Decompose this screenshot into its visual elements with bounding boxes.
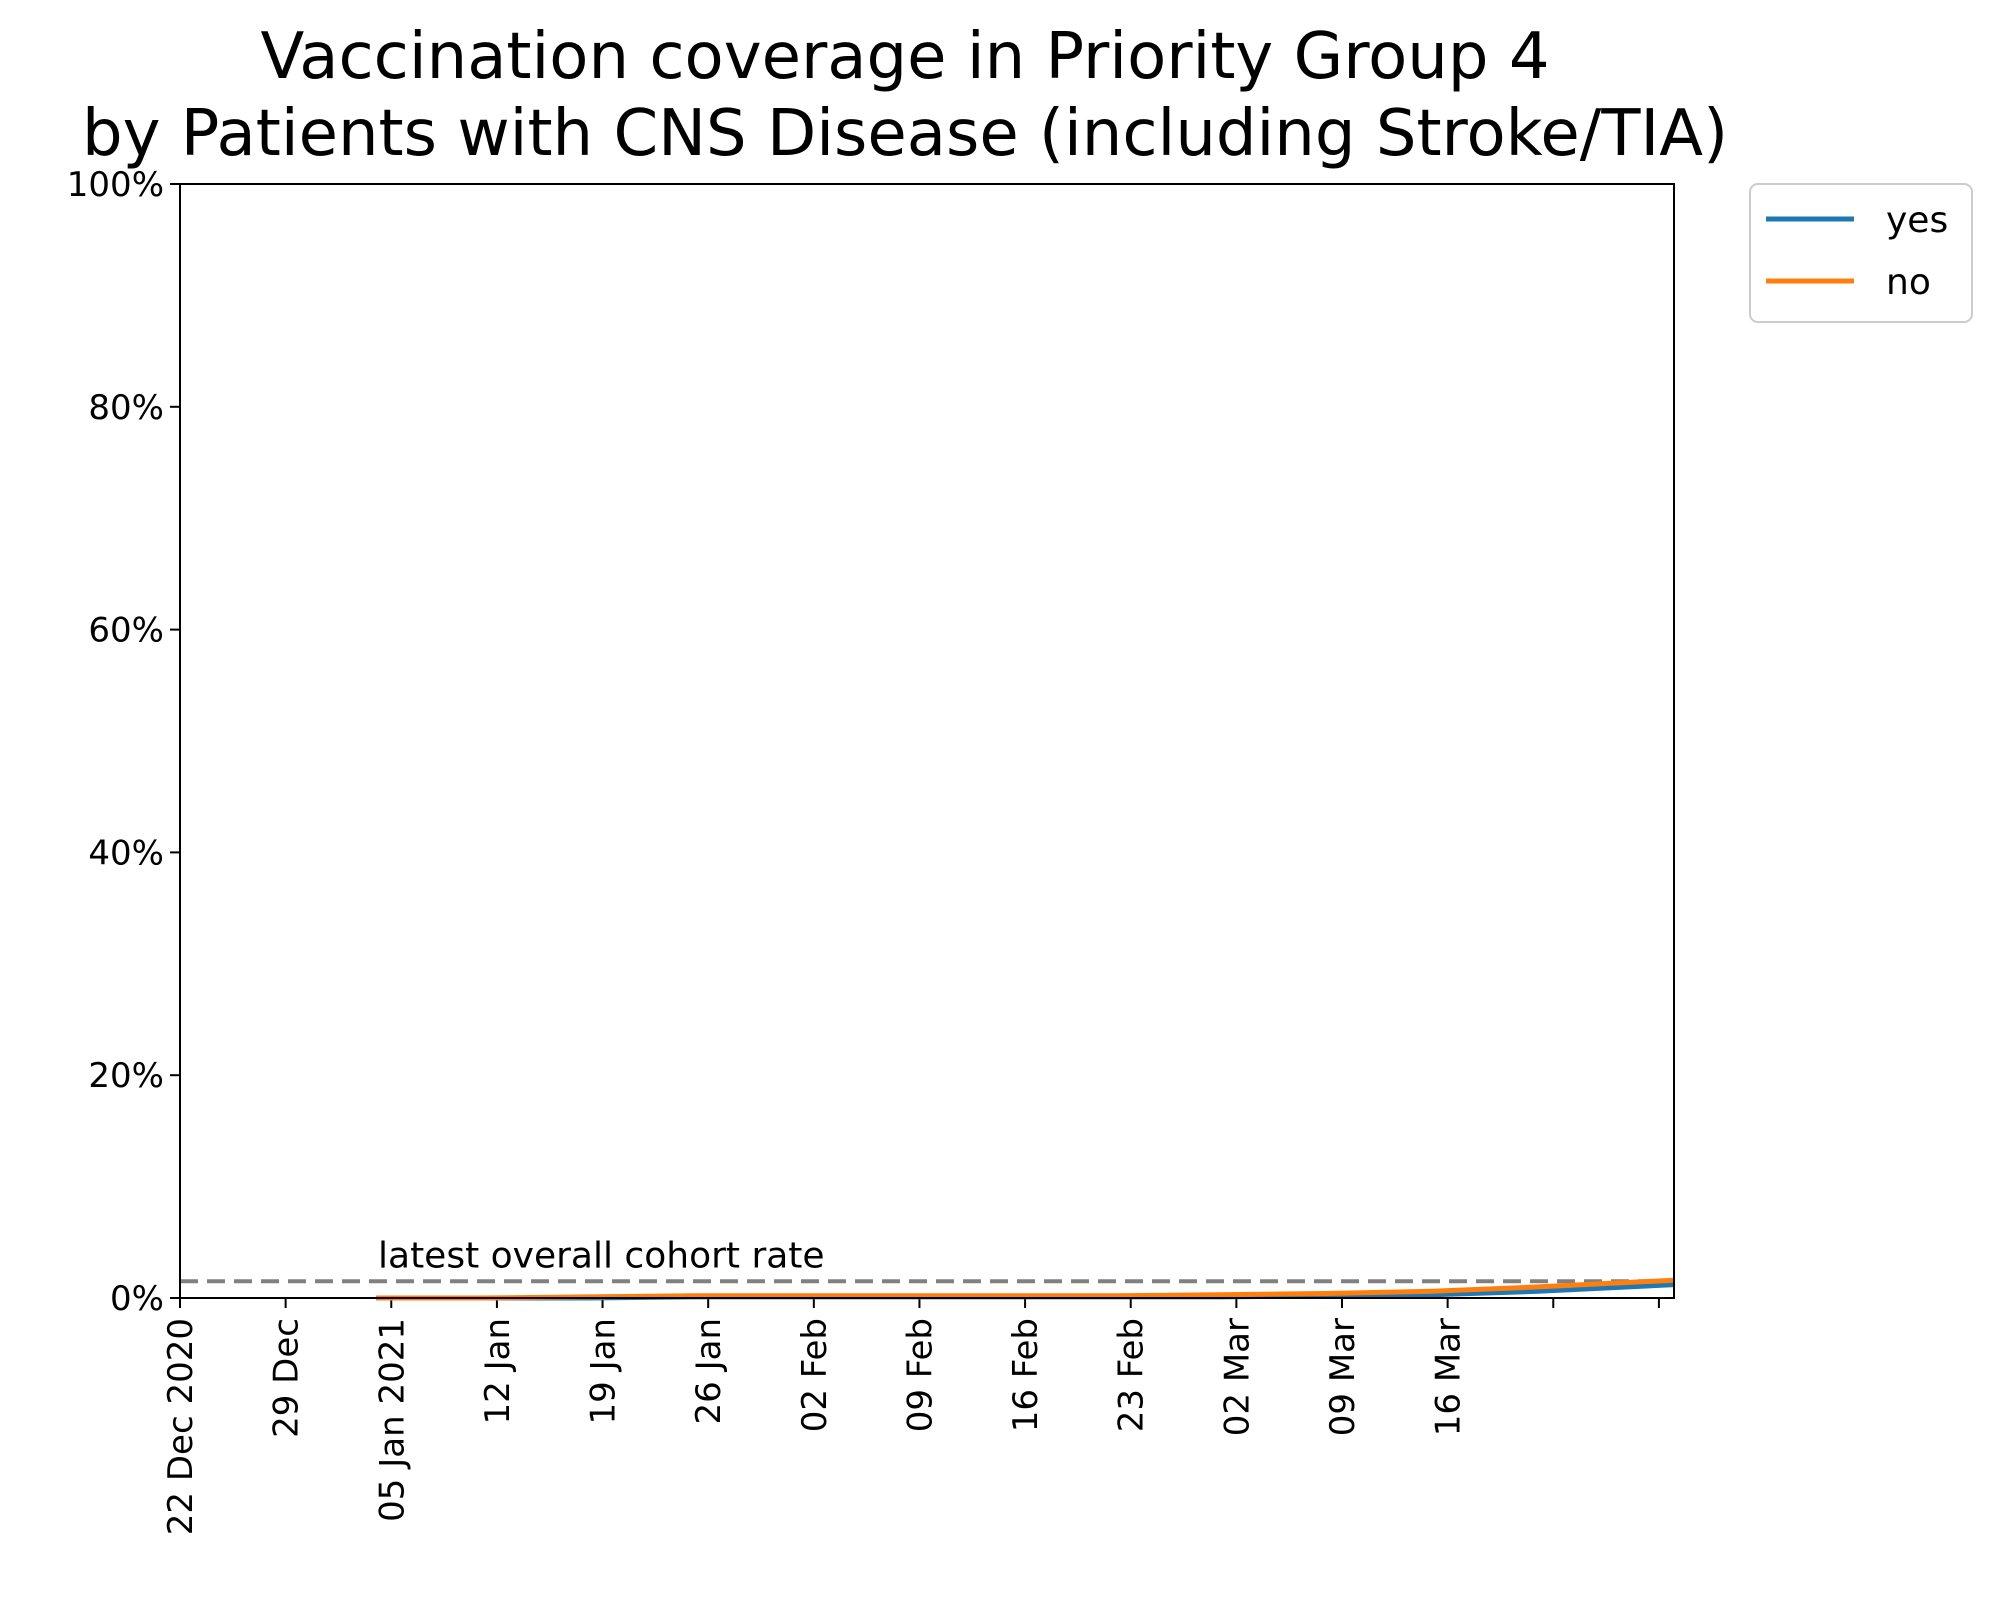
y-tick-label: 40% [88, 833, 164, 873]
x-tick-label: 05 Jan 2021 [372, 1318, 412, 1522]
y-tick-label: 60% [88, 611, 164, 651]
x-tick-label: 29 Dec [267, 1318, 307, 1438]
y-tick-label: 80% [88, 388, 164, 428]
chart-title-line-1: Vaccination coverage in Priority Group 4 [260, 20, 1549, 94]
legend-label-yes: yes [1886, 200, 1948, 241]
x-axis: 22 Dec 2020 29 Dec 05 Jan 2021 12 Jan 19 Jan… [161, 1298, 1660, 1535]
x-tick-label: 23 Feb [1112, 1318, 1152, 1432]
overall-cohort-rate-label: latest overall cohort rate [378, 1235, 825, 1276]
y-tick-label: 100% [67, 165, 164, 205]
plot-frame [179, 183, 1675, 1299]
x-tick-label: 02 Feb [795, 1318, 835, 1432]
x-tick-label: 09 Feb [900, 1318, 940, 1432]
y-tick-label: 20% [88, 1056, 164, 1096]
x-tick-label: 19 Jan [584, 1318, 624, 1424]
x-tick-label: 26 Jan [689, 1318, 729, 1424]
x-tick-label: 16 Mar [1429, 1318, 1469, 1436]
chart-title-line-2: by Patients with CNS Disease (including … [82, 97, 1728, 171]
legend: yes no [1749, 183, 1973, 323]
series-line-no [376, 1277, 1675, 1301]
y-axis: 0% 20% 40% 60% 80% 100% [67, 165, 180, 1319]
x-tick-label: 09 Mar [1323, 1318, 1363, 1436]
x-tick-label: 12 Jan [478, 1318, 518, 1424]
x-tick-label: 02 Mar [1217, 1318, 1257, 1436]
legend-label-no: no [1886, 262, 1931, 303]
x-tick-label: 22 Dec 2020 [161, 1318, 201, 1535]
y-tick-label: 0% [110, 1279, 164, 1319]
x-tick-label: 16 Feb [1006, 1318, 1046, 1432]
